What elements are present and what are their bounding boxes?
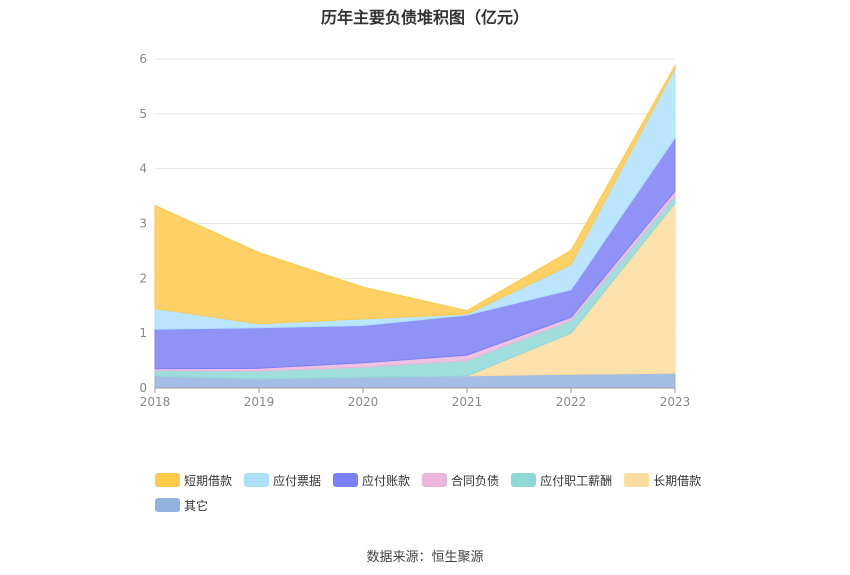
legend: 短期借款 应付票据 应付账款 合同负债 应付职工薪酬 长期借款 其它 bbox=[155, 472, 755, 513]
legend-item-accounts-payable[interactable]: 应付账款 bbox=[333, 472, 410, 488]
x-tick-label: 2023 bbox=[660, 395, 691, 409]
legend-item-notes-payable[interactable]: 应付票据 bbox=[244, 472, 321, 488]
legend-swatch bbox=[333, 473, 359, 487]
y-tick-label: 1 bbox=[139, 326, 147, 340]
y-tick-label: 4 bbox=[139, 162, 147, 176]
legend-label: 合同负债 bbox=[451, 473, 500, 488]
legend-label: 长期借款 bbox=[653, 473, 702, 488]
y-tick-label: 3 bbox=[139, 217, 147, 231]
chart-title: 历年主要负债堆积图（亿元） bbox=[320, 8, 529, 27]
x-tick-label: 2020 bbox=[348, 395, 379, 409]
y-tick-label: 5 bbox=[139, 107, 147, 121]
legend-swatch bbox=[244, 473, 270, 487]
data-source: 数据来源：恒生聚源 bbox=[366, 550, 484, 565]
legend-item-other[interactable]: 其它 bbox=[155, 497, 208, 513]
legend-label: 应付票据 bbox=[273, 473, 322, 488]
y-tick-label: 2 bbox=[139, 271, 147, 285]
legend-swatch bbox=[155, 473, 180, 487]
x-tick-label: 2021 bbox=[452, 395, 483, 409]
x-tick-label: 2022 bbox=[556, 395, 587, 409]
legend-swatch bbox=[624, 473, 650, 487]
legend-label: 短期借款 bbox=[184, 473, 233, 488]
area-series-6[interactable] bbox=[154, 63, 676, 325]
y-tick-label: 6 bbox=[139, 52, 147, 66]
legend-item-short-term-loans[interactable]: 短期借款 bbox=[155, 472, 232, 488]
axes: 0 1 2 3 4 5 6 2018 2019 2020 2021 2022 2023 bbox=[139, 52, 690, 409]
legend-swatch bbox=[422, 473, 448, 487]
legend-swatch bbox=[155, 498, 180, 512]
stacked-area-chart: 0 1 2 3 4 5 6 2018 2019 2020 2021 2022 2023 bbox=[139, 52, 690, 409]
x-tick-label: 2018 bbox=[140, 395, 171, 409]
legend-swatch bbox=[511, 473, 537, 487]
legend-label: 应付职工薪酬 bbox=[540, 473, 613, 488]
y-tick-label: 0 bbox=[139, 381, 147, 395]
x-tick-label: 2019 bbox=[244, 395, 275, 409]
legend-item-employee-payables[interactable]: 应付职工薪酬 bbox=[511, 472, 612, 488]
legend-label: 应付账款 bbox=[362, 473, 411, 488]
legend-item-long-term-loans[interactable]: 长期借款 bbox=[624, 472, 701, 488]
legend-item-contract-liabilities[interactable]: 合同负债 bbox=[422, 472, 499, 488]
legend-label: 其它 bbox=[184, 498, 209, 513]
area-series bbox=[154, 63, 676, 389]
